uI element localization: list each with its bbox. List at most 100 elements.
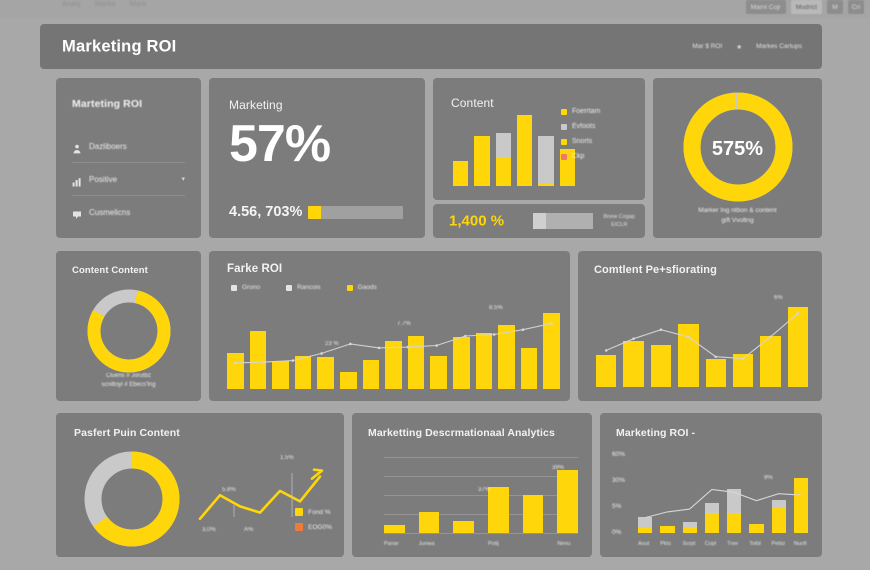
donut-caption-line2: gift Vvoltng [721,216,754,224]
legend-swatch-icon [561,138,567,145]
legend-item[interactable]: Evfoots [561,123,631,130]
bar-segment-yellow [638,528,653,533]
bar-column [520,303,538,389]
bar-segment-yellow [249,330,267,389]
annotation-label: 3,0% [202,527,216,533]
bar-segment-yellow [452,337,470,389]
sidebar-title: Marteting ROI [72,98,143,110]
metric-strip-card: 1,400 % Bnew Cogap EICLR [433,204,645,238]
donut-hero-card: 575% Marker Ing ntbon & content gift Vvo… [653,78,822,238]
bar-column [727,489,742,533]
kpi-card: Marketing 57% 4.56, 703% [209,78,425,238]
sidebar-card: Marteting ROI Dazliboers Positive ▾ [56,78,201,238]
bar-column [749,523,764,533]
legend-item[interactable]: Snorts [561,138,631,145]
sidebar-divider [72,162,185,163]
kpi-subrow: 4.56, 703% [229,204,407,220]
legend-item[interactable]: EOG0% [295,523,332,531]
browser-tabs: Analy Marke Mark [62,1,147,8]
x-axis-tick: Totbl [749,541,761,547]
bar-column [453,161,469,186]
gridline [384,457,578,458]
sidebar-item-conversions[interactable]: Cusmelicns [72,199,185,225]
bar-segment-yellow [362,359,380,389]
bar-segment-yellow [704,512,719,533]
header-action-export[interactable]: Markes Cartups [756,43,802,50]
page-title: Marketing ROI [62,37,177,55]
bar-column [596,289,617,387]
bar-segment-yellow [498,325,515,389]
bar-column [705,289,726,387]
content-donut-title: Content Content [72,265,148,276]
bar-group [596,289,808,387]
sidebar-item-positive[interactable]: Positive ▾ [72,166,185,192]
data-label: 39% [552,465,565,471]
bar-chart-icon [72,174,82,187]
x-axis-tick: Panar [384,541,399,547]
content-performing-card: Comtlent Pe+sfiorating 6% [578,251,822,401]
bar-column [475,303,493,389]
legend-label: Snorts [572,138,593,145]
bar-column [793,478,808,533]
sidebar-item-dashboards[interactable]: Dazliboers [72,133,185,159]
bar-segment-gray [771,500,786,509]
browser-tab-1[interactable]: Marke [95,1,116,8]
browser-action-0[interactable]: Marni Cojr [745,0,786,14]
combo-chart-legend: Grono Rancois Gaods [231,284,377,291]
sidebar-divider [72,195,185,196]
legend-label: Ckp [572,153,585,160]
bar-column [787,289,808,387]
legend-item[interactable]: Foerrtam [561,108,631,115]
kpi-progress-bar [308,205,404,219]
y-axis-tick: 5% [612,503,622,510]
bar-segment-gray [495,132,511,157]
x-axis-tick: Copl [704,541,717,547]
bar-segment-yellow [385,340,402,389]
header-actions: Mar $ ROI ★ Markes Cartups [692,43,802,51]
bar-column [516,115,533,186]
donut-hero-svg [683,92,792,202]
browser-tab-2[interactable]: Mark [129,1,147,8]
header-action-filter[interactable]: Mar $ ROI [692,43,723,50]
metric-note-line1: Bnew Cogap [603,213,636,220]
trend-line [604,312,800,360]
x-axis-tick: Nuofi [793,541,807,547]
bar-segment-yellow [430,356,447,389]
legend-label: Gaods [357,284,377,291]
legend-label: Foerrtam [572,108,601,115]
bar [522,495,544,533]
star-icon[interactable]: ★ [736,43,743,51]
legend-item[interactable]: Grono [231,284,260,291]
x-axis-tick: Junwa [418,541,435,547]
bar-segment-gray [638,517,653,529]
bar-segment-yellow [474,136,490,186]
legend-item[interactable]: Gaods [346,284,377,291]
trend-line [234,322,553,365]
browser-action-3[interactable]: Cri [848,0,864,14]
legend-label: EOG0% [308,523,332,531]
legend-item[interactable]: Fond % [295,508,332,516]
chevron-down-icon[interactable]: ▾ [181,176,185,183]
legend-item[interactable]: Ckp [561,153,631,160]
sidebar-item-label: Positive [89,174,118,184]
donut-hero-value: 575% [711,138,764,160]
bar-column [638,517,653,533]
bar-column [452,303,470,389]
bar-segment-yellow [760,336,781,387]
perf-trend-line [198,468,324,521]
browser-action-2[interactable]: M [827,0,843,14]
bar-column [385,303,402,389]
bar-segment-yellow [272,361,289,389]
analytics-title: Marketting Descrmationaal Analytics [368,427,555,439]
bar-segment-yellow [543,313,560,389]
annotation-label: 5.8% [222,487,236,493]
legend-item[interactable]: Rancois [286,284,321,291]
content-bar-chart [453,108,575,186]
donut2-legend-line1: Cluens # Jorutbz [105,372,152,379]
x-axis-tick: Aout [638,541,650,547]
roi-stacked-title: Marketing ROI - [616,427,696,439]
bar-segment-yellow [520,347,538,389]
browser-tab-0[interactable]: Analy [62,1,82,8]
browser-action-1[interactable]: Mudrict [790,0,822,14]
data-label: 8.5% [489,305,503,311]
